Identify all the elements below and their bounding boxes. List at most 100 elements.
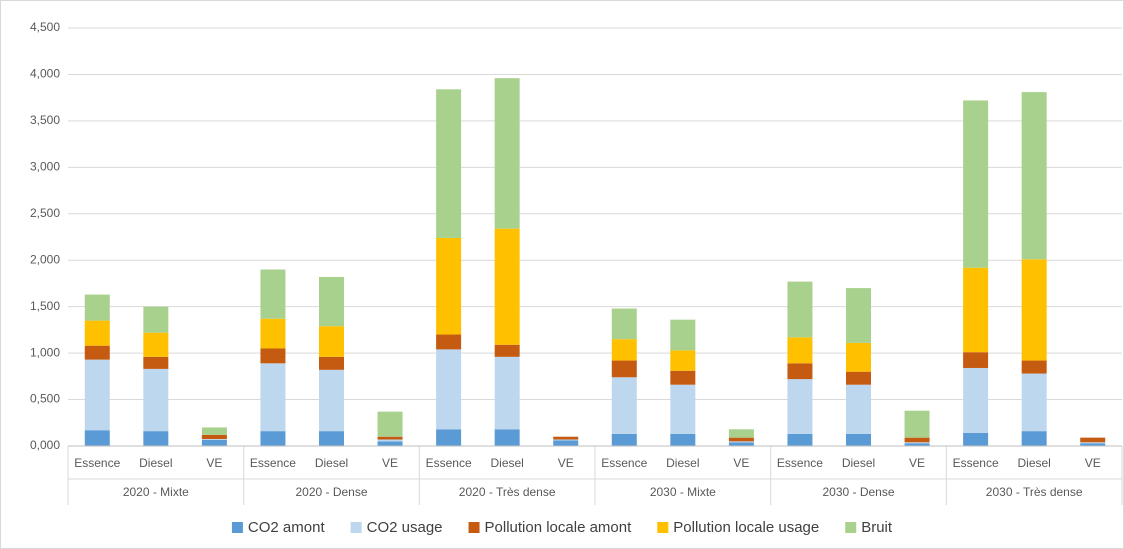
bar-segment <box>611 433 637 446</box>
bar-segment <box>1080 443 1106 446</box>
bar-segment <box>611 308 637 340</box>
bar-segment <box>670 319 696 351</box>
bar-segment <box>84 430 110 446</box>
x-tick-label: Diesel <box>1017 456 1050 470</box>
x-tick-label: Essence <box>953 456 999 470</box>
bar-segment <box>787 433 813 446</box>
bar-segment <box>1021 431 1047 446</box>
bar-segment <box>84 359 110 431</box>
x-tick-label: Essence <box>601 456 647 470</box>
bar-segment <box>846 288 871 343</box>
bar-segment <box>787 281 813 338</box>
bar-segment <box>670 384 696 434</box>
x-tick-label: VE <box>558 456 574 470</box>
bar-segment <box>260 431 286 446</box>
bar-segment <box>494 78 520 229</box>
x-tick-label: Diesel <box>842 456 875 470</box>
x-tick-label: Essence <box>777 456 823 470</box>
x-tick-label: Essence <box>250 456 296 470</box>
bar-segment <box>963 367 989 433</box>
bar-segment <box>436 334 462 350</box>
bar-segment <box>260 318 286 349</box>
bar-segment <box>494 429 520 446</box>
bar-segment <box>846 384 871 434</box>
legend-label: Pollution locale amont <box>485 519 633 536</box>
bar-segment <box>963 100 989 268</box>
x-tick-label: Essence <box>74 456 120 470</box>
bar-segment <box>1021 259 1047 361</box>
group-label: 2030 - Très dense <box>986 485 1083 499</box>
bar-segment <box>377 411 403 437</box>
bar-segment <box>436 89 462 238</box>
bar-segment <box>846 342 871 372</box>
group-label: 2020 - Mixte <box>123 485 189 499</box>
bar-segment <box>963 267 989 353</box>
legend-swatch <box>468 522 480 533</box>
bar-segment <box>963 432 989 446</box>
bar-segment <box>1021 373 1047 432</box>
bar-segment <box>260 269 286 319</box>
bar-segment <box>143 332 169 357</box>
bar-segment <box>904 410 930 438</box>
group-label: 2030 - Mixte <box>650 485 716 499</box>
bar-segment <box>728 441 754 443</box>
bar-segment <box>670 350 696 371</box>
group-label: 2020 - Très dense <box>459 485 556 499</box>
bar-segment <box>201 439 227 446</box>
y-tick-label: 3,500 <box>30 113 60 127</box>
bar-segment <box>728 429 754 438</box>
bar-segment <box>84 320 110 346</box>
y-tick-label: 1,000 <box>30 345 60 359</box>
bar-segment <box>904 443 930 446</box>
y-tick-label: 1,500 <box>30 299 60 313</box>
y-tick-label: 2,000 <box>30 252 60 266</box>
bar-segment <box>904 442 930 444</box>
x-tick-label: Diesel <box>315 456 348 470</box>
bar-segment <box>143 368 169 432</box>
bar-segment <box>201 434 227 440</box>
bar-segment <box>787 337 813 364</box>
x-tick-label: Essence <box>426 456 472 470</box>
group-label: 2030 - Dense <box>822 485 894 499</box>
bar-segment <box>611 360 637 378</box>
bar-segment <box>84 345 110 360</box>
bar-segment <box>1021 92 1047 260</box>
x-tick-label: Diesel <box>666 456 699 470</box>
bar-segment <box>494 344 520 357</box>
bar-segment <box>670 433 696 446</box>
bar-segment <box>904 437 930 443</box>
bar-segment <box>319 431 344 446</box>
bar-segment <box>494 228 520 345</box>
y-tick-label: 2,500 <box>30 206 60 220</box>
bar-segment <box>787 363 813 380</box>
bar-segment <box>377 436 403 440</box>
bar-segment <box>728 437 754 442</box>
group-label: 2020 - Dense <box>295 485 367 499</box>
y-tick-label: 0,000 <box>30 438 60 452</box>
x-tick-label: VE <box>1085 456 1101 470</box>
bar-segment <box>319 276 344 327</box>
bar-segment <box>1080 437 1106 443</box>
legend-label: Bruit <box>861 519 893 536</box>
legend-swatch <box>231 522 243 533</box>
x-tick-label: VE <box>909 456 925 470</box>
bar-segment <box>319 326 344 357</box>
bar-segment <box>494 356 520 430</box>
bar-segment <box>319 356 344 370</box>
y-tick-label: 0,500 <box>30 392 60 406</box>
bar-segment <box>670 370 696 385</box>
legend-swatch <box>657 522 669 533</box>
bar-segment <box>553 440 579 446</box>
bar-segment <box>201 439 227 440</box>
bar-segment <box>260 348 286 364</box>
bar-segment <box>1080 442 1106 444</box>
x-tick-label: Diesel <box>490 456 523 470</box>
bar-segment <box>84 294 110 321</box>
x-tick-label: Diesel <box>139 456 172 470</box>
bar-segment <box>377 439 403 442</box>
bar-segment <box>436 349 462 430</box>
bar-segment <box>963 352 989 368</box>
bar-segment <box>319 369 344 432</box>
